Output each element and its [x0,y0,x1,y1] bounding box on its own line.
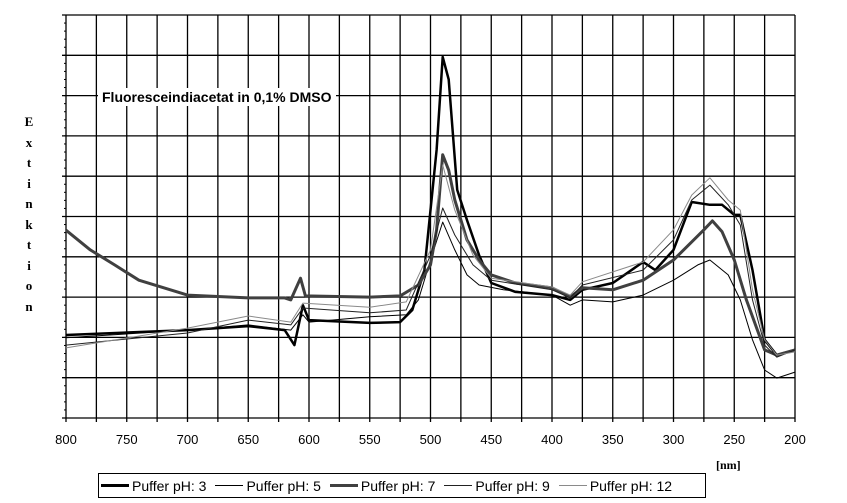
series-lines [65,55,796,379]
y-axis-label-letter: o [25,278,33,293]
legend-item: Puffer pH: 3 [101,478,206,494]
y-axis-label-letter: i [27,257,31,273]
legend-item: Puffer pH: 5 [215,477,321,494]
legend-swatch [101,484,129,487]
x-tick-label: 650 [237,432,259,447]
legend-label: Puffer pH: 3 [132,477,207,494]
series-line [65,55,796,357]
series-line [65,221,796,379]
y-axis-label-letter: i [27,175,31,191]
x-tick-label: 250 [723,432,745,447]
legend-label: Puffer pH: 7 [360,477,436,494]
x-tick-label: 350 [602,432,624,447]
x-axis-label: [nm] [716,458,741,472]
legend-swatch [215,485,244,486]
x-tick-label: 500 [420,432,442,447]
x-tick-labels: 800 750 700 650 600 550 500 450 400 350 300 250 200 [55,432,806,447]
legend-swatch [329,484,358,487]
series-line [65,153,796,357]
x-tick-label: 600 [298,432,320,447]
x-tick-label: 300 [663,432,685,447]
legend: Puffer pH: 3 Puffer pH: 5 Puffer pH: 7 Puff… [98,473,706,498]
legend-label: Puffer pH: 5 [246,477,321,494]
legend-label: Puffer pH: 12 [589,477,673,494]
legend-item: Puffer pH: 7 [329,477,436,494]
x-tick-label: 450 [480,432,502,447]
y-axis-label-letter: n [25,196,33,211]
legend-item: Puffer pH: 9 [444,477,550,494]
x-tick-label: 700 [177,432,199,447]
series-line [65,164,796,356]
y-axis-label-letter: t [26,155,32,170]
x-tick-label: 200 [784,432,806,447]
x-tick-label: 800 [55,432,77,447]
legend-swatch [558,485,587,486]
y-axis-label-letter: n [25,298,33,314]
chart-title: Fluoresceindiacetat in 0,1% DMSO [98,88,336,106]
y-axis-label-letter: x [25,134,33,150]
legend-item: Puffer pH: 12 [558,477,673,494]
y-axis-label-letter: k [25,216,33,232]
x-tick-label: 750 [116,432,138,447]
series-line [65,184,796,358]
x-tick-label: 400 [541,432,563,447]
legend-swatch [444,485,473,486]
x-tick-label: 550 [359,432,381,447]
y-axis-label-letter: t [26,237,32,252]
legend-label: Puffer pH: 9 [475,477,550,494]
y-axis-label-letter: E [24,114,34,129]
